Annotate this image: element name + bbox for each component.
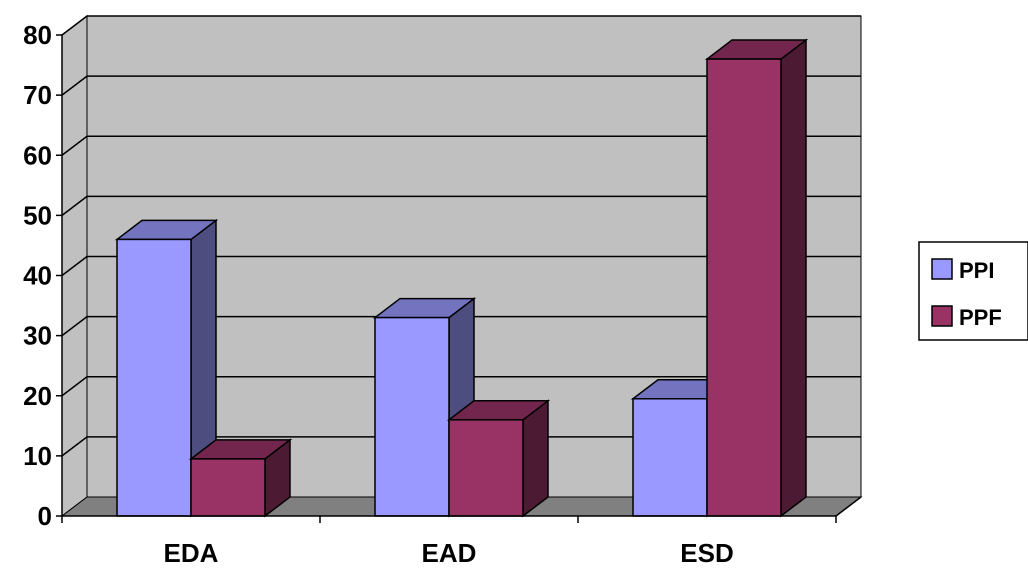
- bar-ppi-eda: [114, 218, 219, 518]
- gridline: [61, 195, 861, 216]
- bar-front-face: [116, 238, 192, 517]
- legend-swatch-ppf: [931, 305, 953, 327]
- bar-front-face: [190, 458, 266, 517]
- y-tick-label: 80: [23, 20, 52, 50]
- x-tick-label: EDA: [164, 538, 219, 567]
- bar-front-face: [706, 58, 782, 517]
- y-tick-label: 40: [23, 261, 52, 291]
- y-tick-label: 10: [23, 441, 52, 471]
- bar-ppf-ead: [446, 399, 551, 518]
- legend-label-ppf: PPF: [959, 305, 1002, 330]
- gridline: [61, 135, 861, 156]
- legend-label-ppi: PPI: [959, 258, 994, 283]
- bar-front-face: [448, 419, 524, 517]
- y-tick-label: 30: [23, 321, 52, 351]
- bar-front-face: [632, 398, 708, 517]
- bar-ppf-esd: [704, 38, 809, 518]
- x-axis-end: [835, 496, 862, 517]
- gridline: [61, 315, 861, 337]
- x-tick-label: EAD: [422, 538, 477, 567]
- y-tick-label: 50: [23, 200, 52, 230]
- y-tick-label: 0: [38, 501, 52, 531]
- y-tick-label: 60: [23, 140, 52, 170]
- gridline: [61, 376, 861, 397]
- gridlines: [61, 15, 861, 457]
- x-tick-labels: EDA EAD ESD: [164, 538, 734, 568]
- gridline: [61, 15, 861, 36]
- gridline: [61, 436, 861, 457]
- bar-ppf-eda: [188, 438, 293, 518]
- x-tick-label: ESD: [680, 538, 733, 567]
- legend-swatch-ppi: [931, 258, 953, 280]
- bar-side-face: [780, 38, 807, 518]
- axes: [56, 34, 862, 523]
- gridline: [61, 75, 861, 96]
- y-tick-label: 20: [23, 381, 52, 411]
- legend: PPI PPF: [918, 241, 1028, 341]
- y-tick-label: 70: [23, 80, 52, 110]
- bars: [114, 38, 809, 518]
- y-tick-labels: 0 10 20 30 40 50 60 70 80: [23, 20, 52, 531]
- gridline: [61, 255, 861, 277]
- bar-side-face: [522, 399, 549, 518]
- bar-front-face: [374, 316, 450, 517]
